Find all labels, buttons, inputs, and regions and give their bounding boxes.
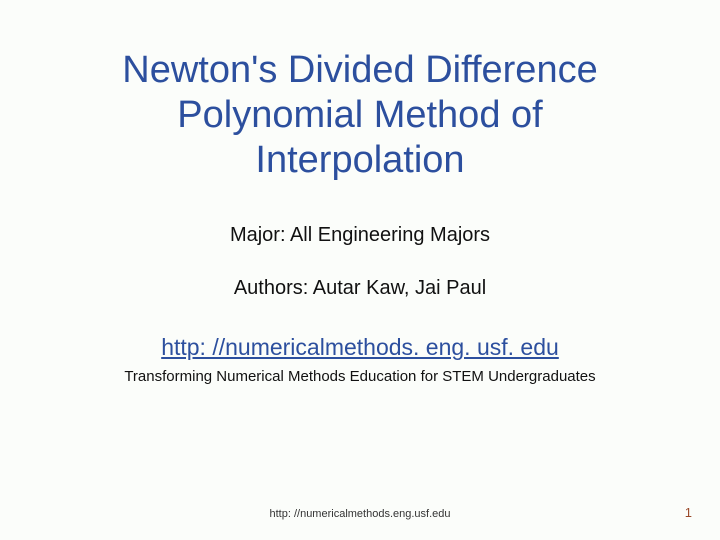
major-line: Major: All Engineering Majors	[60, 224, 660, 247]
page-number: 1	[685, 505, 692, 520]
authors-line: Authors: Autar Kaw, Jai Paul	[60, 277, 660, 300]
website-link[interactable]: http: //numericalmethods. eng. usf. edu	[60, 334, 660, 361]
slide: Newton's Divided Difference Polynomial M…	[0, 0, 720, 540]
slide-title: Newton's Divided Difference Polynomial M…	[80, 48, 640, 182]
tagline: Transforming Numerical Methods Education…	[110, 367, 610, 387]
footer-url: http: //numericalmethods.eng.usf.edu	[0, 508, 720, 520]
